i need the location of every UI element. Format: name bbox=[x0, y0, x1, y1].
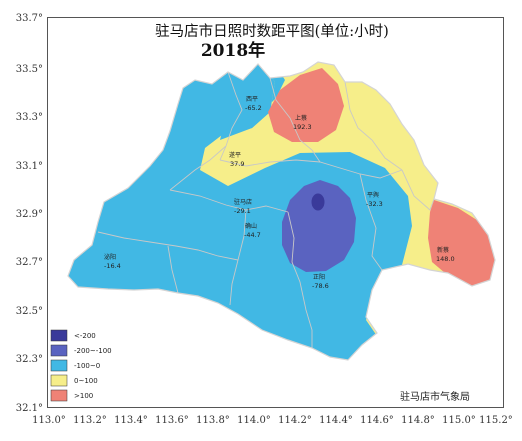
county-name-shangcai: 上蔡 bbox=[295, 114, 307, 122]
county-label-zhumadian: 驻马店 -29.1 bbox=[234, 198, 252, 215]
map-subtitle: 2018年 bbox=[201, 40, 265, 61]
county-name-zhumadian: 驻马店 bbox=[234, 198, 252, 206]
lat-tick-label: 33.3° bbox=[16, 112, 43, 123]
county-name-xiping: 西平 bbox=[246, 96, 258, 103]
lon-tick-label: 114.8° bbox=[401, 415, 435, 426]
legend-swatch-minus200-minus100 bbox=[50, 344, 68, 357]
county-label-xincai: 新蔡 148.0 bbox=[436, 246, 455, 263]
lat-tick-label: 32.7° bbox=[16, 257, 43, 268]
county-label-biyang: 泌阳 -16.4 bbox=[104, 253, 121, 270]
region-lt-minus200 bbox=[311, 193, 325, 211]
lon-tick-label: 113.2° bbox=[73, 415, 107, 426]
legend-label-minus200-minus100: -200~-100 bbox=[74, 347, 112, 355]
county-label-pingyu: 平舆 -32.3 bbox=[366, 191, 383, 208]
legend-swatch-0-100 bbox=[50, 374, 68, 387]
legend-swatch-gt100 bbox=[50, 389, 68, 402]
county-name-zhengyang: 正阳 bbox=[313, 273, 325, 281]
county-name-queshan: 确山 bbox=[245, 222, 257, 230]
lat-tick-label: 33.7° bbox=[16, 13, 43, 24]
legend-label-minus100-0: -100~0 bbox=[74, 362, 100, 370]
county-label-zhengyang: 正阳 -78.6 bbox=[312, 273, 329, 290]
map-credit: 驻马店市气象局 bbox=[400, 390, 470, 403]
lat-tick-label: 33.5° bbox=[16, 64, 43, 75]
legend-label-lt-minus200: <-200 bbox=[74, 332, 96, 340]
county-label-suiping: 遂平 37.9 bbox=[229, 151, 244, 168]
lon-tick-label: 114.0° bbox=[237, 415, 271, 426]
lon-tick-label: 113.4° bbox=[114, 415, 148, 426]
lat-tick-label: 33.1° bbox=[16, 161, 43, 172]
city-outline bbox=[67, 61, 496, 361]
latitude-axis: 33.7° 33.5° 33.3° 33.1° 32.9° 32.7° 32.5… bbox=[16, 13, 43, 414]
county-value-suiping: 37.9 bbox=[230, 160, 244, 168]
county-boundaries bbox=[97, 71, 435, 348]
county-name-biyang: 泌阳 bbox=[104, 253, 116, 261]
county-value-biyang: -16.4 bbox=[104, 262, 121, 270]
county-label-shangcai: 上蔡 192.3 bbox=[293, 114, 312, 131]
lon-tick-label: 114.2° bbox=[278, 415, 312, 426]
county-label-queshan: 确山 -44.7 bbox=[244, 222, 261, 239]
map-title: 驻马店市日照时数距平图(单位:小时) bbox=[155, 23, 389, 40]
longitude-axis: 113.0° 113.2° 113.4° 113.6° 113.8° 114.0… bbox=[32, 415, 513, 426]
lon-tick-label: 113.0° bbox=[32, 415, 66, 426]
legend-swatch-minus100-0 bbox=[50, 359, 68, 372]
county-label-xiping: 西平 -65.2 bbox=[245, 96, 262, 112]
county-value-pingyu: -32.3 bbox=[366, 200, 383, 208]
county-value-zhumadian: -29.1 bbox=[234, 207, 251, 215]
region-0-100-west-bulge bbox=[220, 62, 285, 140]
lat-tick-label: 32.3° bbox=[16, 354, 43, 365]
county-value-xincai: 148.0 bbox=[436, 255, 455, 263]
legend-swatch-lt-minus200 bbox=[50, 329, 68, 342]
county-name-pingyu: 平舆 bbox=[367, 191, 379, 199]
lat-tick-label: 32.5° bbox=[16, 306, 43, 317]
county-value-zhengyang: -78.6 bbox=[312, 282, 329, 290]
lon-tick-label: 113.6° bbox=[155, 415, 189, 426]
lat-tick-label: 32.9° bbox=[16, 209, 43, 220]
county-value-shangcai: 192.3 bbox=[293, 123, 312, 131]
lon-tick-label: 114.6° bbox=[360, 415, 394, 426]
lon-tick-label: 115.2° bbox=[479, 415, 513, 426]
legend: <-200 -200~-100 -100~0 0~100 >100 bbox=[50, 329, 112, 402]
lon-tick-label: 114.4° bbox=[319, 415, 353, 426]
county-value-xiping: -65.2 bbox=[245, 104, 262, 112]
legend-label-gt100: >100 bbox=[74, 392, 93, 400]
lon-tick-label: 115.0° bbox=[442, 415, 476, 426]
legend-label-0-100: 0~100 bbox=[74, 377, 98, 385]
lon-tick-label: 113.8° bbox=[196, 415, 230, 426]
region-gt100-shangcai bbox=[268, 68, 344, 142]
county-value-queshan: -44.7 bbox=[244, 231, 261, 239]
county-name-suiping: 遂平 bbox=[229, 151, 241, 159]
county-name-xincai: 新蔡 bbox=[437, 246, 449, 254]
lat-tick-label: 32.1° bbox=[16, 403, 43, 414]
county-labels: 西平 -65.2 上蔡 192.3 遂平 37.9 平舆 -32.3 驻马店 -… bbox=[104, 96, 455, 290]
region-minus200-minus100 bbox=[282, 180, 356, 272]
